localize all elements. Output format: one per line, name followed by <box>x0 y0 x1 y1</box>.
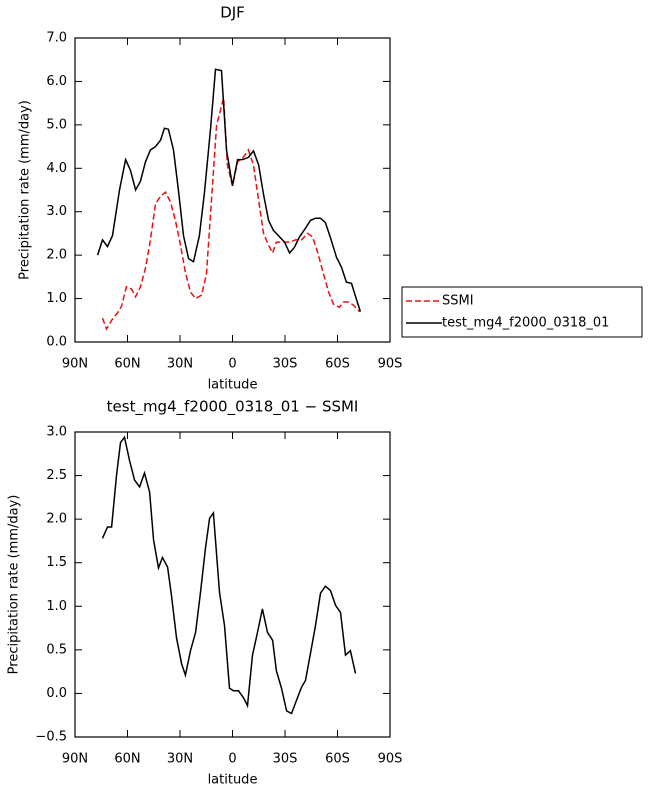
x-tick-label: 0 <box>228 357 236 372</box>
x-tick-label: 0 <box>228 752 236 767</box>
chart-title: DJF <box>220 4 245 22</box>
x-tick-label: 90N <box>62 752 88 767</box>
y-tick-label: 6.0 <box>46 74 67 89</box>
y-tick-label: 3.0 <box>46 204 67 219</box>
x-tick-label: 30N <box>167 357 193 372</box>
chart-title: test_mg4_f2000_0318_01 − SSMI <box>107 398 359 417</box>
x-tick-label: 60S <box>325 752 350 767</box>
legend-label: SSMI <box>442 294 474 309</box>
y-tick-label: 7.0 <box>46 31 67 46</box>
y-tick-label: 4.0 <box>46 161 67 176</box>
y-tick-label: 3.0 <box>46 425 67 440</box>
x-tick-label: 60N <box>114 357 140 372</box>
y-tick-label: 0.0 <box>46 335 67 350</box>
x-axis-label: latitude <box>208 773 258 788</box>
y-tick-label: 1.0 <box>46 599 67 614</box>
x-tick-label: 30S <box>273 752 298 767</box>
x-axis-label: latitude <box>208 378 258 393</box>
x-tick-label: 90S <box>378 752 403 767</box>
y-tick-label: −0.5 <box>35 730 67 745</box>
plot-frame <box>74 37 391 343</box>
legend-label: test_mg4_f2000_0318_01 <box>442 316 609 331</box>
y-tick-label: 2.0 <box>46 248 67 263</box>
legend-box <box>401 286 643 338</box>
y-axis-label: Precipitation rate (mm/day) <box>18 100 33 280</box>
y-tick-label: 1.5 <box>46 555 67 570</box>
data-line <box>101 435 357 715</box>
y-tick-label: 5.0 <box>46 117 67 132</box>
x-tick-label: 90N <box>62 357 88 372</box>
y-tick-label: 0.0 <box>46 686 67 701</box>
x-tick-label: 60N <box>114 752 140 767</box>
x-tick-label: 90S <box>378 357 403 372</box>
y-tick-label: 2.5 <box>46 468 67 483</box>
data-line <box>96 68 362 312</box>
y-tick-label: 2.0 <box>46 512 67 527</box>
y-tick-label: 0.5 <box>46 642 67 657</box>
data-line <box>101 97 361 331</box>
y-tick-label: 1.0 <box>46 291 67 306</box>
plot-frame <box>74 431 391 738</box>
x-tick-label: 60S <box>325 357 350 372</box>
x-tick-label: 30S <box>273 357 298 372</box>
y-axis-label: Precipitation rate (mm/day) <box>7 495 22 675</box>
x-tick-label: 30N <box>167 752 193 767</box>
